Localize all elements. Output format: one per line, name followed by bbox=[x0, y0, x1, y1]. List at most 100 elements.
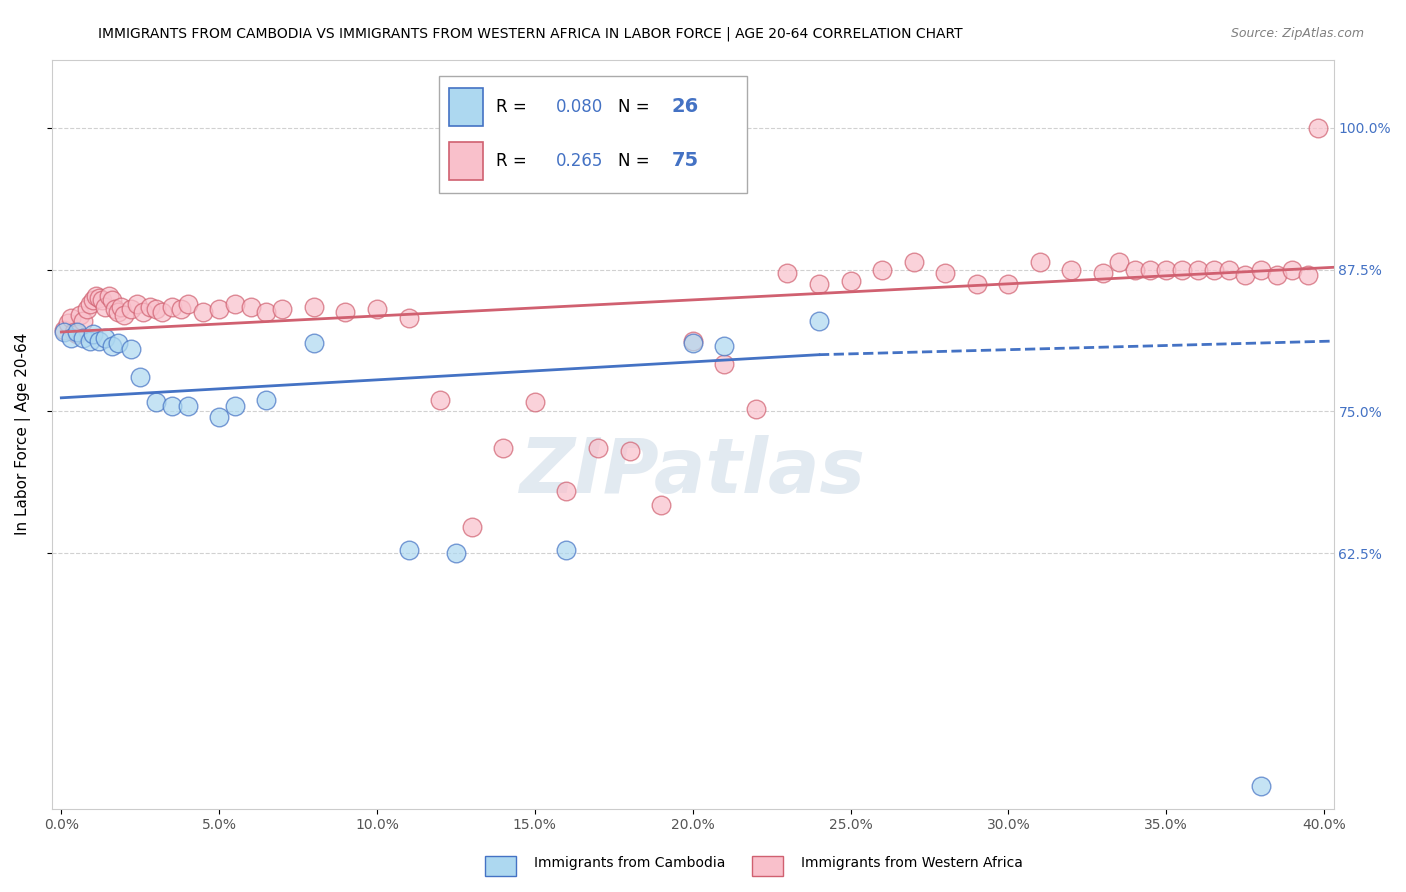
Point bbox=[104, 302, 127, 317]
Point bbox=[523, 395, 546, 409]
Point bbox=[53, 323, 76, 337]
Point bbox=[1202, 262, 1225, 277]
Point bbox=[1092, 266, 1115, 280]
Point bbox=[101, 338, 124, 352]
Point bbox=[586, 441, 609, 455]
Point bbox=[997, 277, 1019, 292]
Point bbox=[492, 441, 515, 455]
Point bbox=[555, 542, 578, 557]
Point bbox=[193, 304, 215, 318]
Point bbox=[256, 393, 278, 408]
Point bbox=[82, 327, 104, 342]
Point bbox=[145, 395, 167, 409]
Point bbox=[1171, 262, 1194, 277]
Point bbox=[150, 304, 173, 318]
Point bbox=[79, 296, 101, 310]
Point bbox=[63, 325, 86, 339]
Point bbox=[1154, 262, 1177, 277]
Text: Source: ZipAtlas.com: Source: ZipAtlas.com bbox=[1230, 27, 1364, 40]
Point bbox=[1234, 268, 1257, 283]
Point bbox=[69, 308, 91, 322]
Point bbox=[59, 311, 82, 326]
Point bbox=[208, 302, 231, 317]
Point bbox=[1250, 779, 1272, 793]
Point bbox=[1060, 262, 1083, 277]
Point bbox=[398, 542, 420, 557]
Point bbox=[1187, 262, 1209, 277]
Point bbox=[239, 300, 262, 314]
Point bbox=[101, 293, 124, 308]
Point bbox=[682, 336, 704, 351]
Point bbox=[366, 302, 388, 317]
Point bbox=[129, 370, 152, 384]
Point bbox=[91, 293, 114, 308]
Point bbox=[66, 327, 89, 342]
Point bbox=[53, 325, 76, 339]
Point bbox=[650, 498, 672, 512]
Point bbox=[125, 296, 148, 310]
Point bbox=[208, 410, 231, 425]
Point bbox=[1281, 262, 1303, 277]
Point bbox=[966, 277, 988, 292]
Text: Immigrants from Cambodia: Immigrants from Cambodia bbox=[534, 856, 725, 871]
Point bbox=[839, 274, 862, 288]
Point bbox=[66, 325, 89, 339]
Point bbox=[56, 316, 79, 330]
Point bbox=[72, 313, 94, 327]
Point bbox=[107, 336, 129, 351]
Point bbox=[176, 296, 198, 310]
Point bbox=[429, 393, 451, 408]
Point bbox=[1306, 120, 1329, 135]
Point bbox=[713, 357, 735, 371]
Point bbox=[335, 304, 357, 318]
Point bbox=[170, 302, 193, 317]
Point bbox=[1108, 254, 1130, 268]
Text: IMMIGRANTS FROM CAMBODIA VS IMMIGRANTS FROM WESTERN AFRICA IN LABOR FORCE | AGE : IMMIGRANTS FROM CAMBODIA VS IMMIGRANTS F… bbox=[98, 27, 963, 41]
Point bbox=[1139, 262, 1161, 277]
Point bbox=[807, 313, 830, 327]
Point bbox=[302, 336, 325, 351]
Point bbox=[138, 300, 160, 314]
Point bbox=[271, 302, 294, 317]
Point bbox=[72, 331, 94, 345]
Point bbox=[776, 266, 799, 280]
Point bbox=[1029, 254, 1052, 268]
Point bbox=[870, 262, 893, 277]
Point bbox=[256, 304, 278, 318]
Point bbox=[82, 293, 104, 308]
Point bbox=[94, 331, 117, 345]
Point bbox=[934, 266, 956, 280]
Point bbox=[145, 302, 167, 317]
Point bbox=[110, 300, 132, 314]
Point bbox=[302, 300, 325, 314]
Point bbox=[89, 291, 111, 305]
Point bbox=[114, 308, 136, 322]
Point bbox=[120, 342, 142, 356]
Point bbox=[555, 483, 578, 498]
Point bbox=[1265, 268, 1288, 283]
Point bbox=[160, 399, 183, 413]
Point bbox=[79, 334, 101, 348]
Point bbox=[89, 334, 111, 348]
Point bbox=[398, 311, 420, 326]
Point bbox=[224, 399, 246, 413]
Point bbox=[176, 399, 198, 413]
Point bbox=[807, 277, 830, 292]
Point bbox=[1250, 262, 1272, 277]
Point bbox=[107, 304, 129, 318]
Point bbox=[132, 304, 155, 318]
Point bbox=[97, 288, 120, 302]
Y-axis label: In Labor Force | Age 20-64: In Labor Force | Age 20-64 bbox=[15, 333, 31, 535]
Point bbox=[59, 331, 82, 345]
Point bbox=[745, 402, 768, 417]
Point bbox=[1218, 262, 1240, 277]
Point bbox=[1296, 268, 1319, 283]
Point bbox=[76, 302, 98, 317]
Point bbox=[713, 338, 735, 352]
Point bbox=[460, 520, 482, 534]
Text: Immigrants from Western Africa: Immigrants from Western Africa bbox=[801, 856, 1024, 871]
Point bbox=[120, 302, 142, 317]
Point bbox=[94, 300, 117, 314]
Point bbox=[682, 334, 704, 348]
Point bbox=[1123, 262, 1146, 277]
